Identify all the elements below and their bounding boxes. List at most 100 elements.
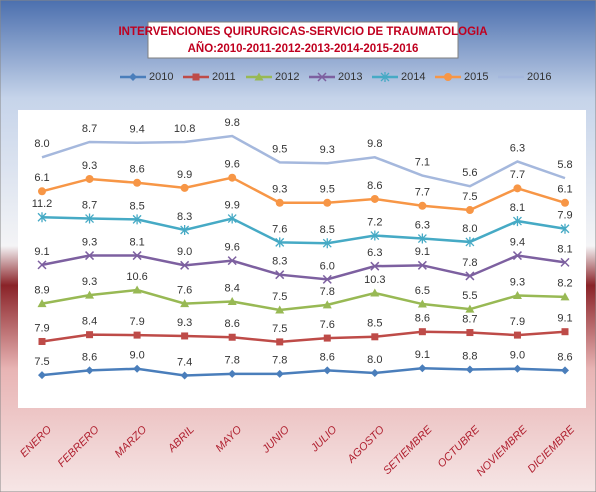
data-label: 8.1 xyxy=(557,243,572,255)
data-label: 8.5 xyxy=(129,200,144,212)
data-label: 7.9 xyxy=(129,316,144,328)
data-point xyxy=(180,260,190,270)
data-label: 8.4 xyxy=(82,316,97,328)
data-point xyxy=(228,369,237,378)
data-label: 9.9 xyxy=(177,169,192,181)
series-line xyxy=(41,254,566,281)
data-label: 9.0 xyxy=(177,246,192,258)
data-point xyxy=(275,270,285,280)
data-label: 9.3 xyxy=(272,184,287,196)
legend-label: 2012 xyxy=(275,71,299,83)
data-label: 9.3 xyxy=(177,317,192,329)
data-label: 7.8 xyxy=(272,355,287,367)
data-point xyxy=(85,290,95,299)
series-line xyxy=(41,134,566,188)
data-point xyxy=(418,364,427,373)
data-label: 6.3 xyxy=(367,247,382,259)
data-point xyxy=(561,198,569,207)
data-point xyxy=(276,338,284,346)
data-label: 9.1 xyxy=(415,349,430,361)
data-point xyxy=(465,206,474,215)
data-label: 9.3 xyxy=(82,160,97,172)
data-point xyxy=(133,364,142,373)
data-point xyxy=(275,305,285,314)
data-label: 6.5 xyxy=(415,285,430,297)
data-point xyxy=(323,366,332,375)
data-label: 7.9 xyxy=(510,316,525,328)
data-label: 9.5 xyxy=(320,184,335,196)
data-label: 7.4 xyxy=(177,356,192,368)
data-label: 7.1 xyxy=(415,156,430,168)
data-label: 8.8 xyxy=(462,350,477,362)
data-label: 7.5 xyxy=(272,291,287,303)
data-point xyxy=(418,328,426,336)
data-label: 7.9 xyxy=(34,322,49,334)
data-label: 9.0 xyxy=(129,350,144,362)
data-label: 7.6 xyxy=(177,285,192,297)
data-point xyxy=(132,214,142,225)
data-point xyxy=(418,201,427,210)
data-label: 9.0 xyxy=(510,350,525,362)
data-point xyxy=(466,329,474,337)
data-label: 8.0 xyxy=(462,223,477,235)
data-label: 7.8 xyxy=(462,257,477,269)
data-label: 8.6 xyxy=(82,351,97,363)
data-point xyxy=(133,178,142,187)
data-point xyxy=(465,271,475,281)
data-label: 6.1 xyxy=(34,172,49,184)
data-point xyxy=(370,194,379,203)
data-point xyxy=(417,299,427,308)
data-label: 11.2 xyxy=(32,198,53,210)
data-label: 10.8 xyxy=(174,123,195,135)
data-point xyxy=(85,366,94,375)
data-label: 9.3 xyxy=(82,236,97,248)
data-label: 7.7 xyxy=(510,169,525,181)
data-label: 7.7 xyxy=(415,187,430,199)
legend-marker xyxy=(317,72,327,82)
data-point xyxy=(38,371,46,380)
data-point xyxy=(512,216,522,227)
legend-marker xyxy=(129,73,137,81)
data-point xyxy=(370,230,380,241)
data-label: 8.1 xyxy=(129,236,144,248)
data-label: 8.6 xyxy=(367,180,382,192)
data-label: 6.1 xyxy=(557,184,572,196)
data-point xyxy=(86,331,94,339)
legend-marker xyxy=(380,72,390,82)
data-label: 6.3 xyxy=(415,219,430,231)
data-label: 6.0 xyxy=(320,260,335,272)
data-label: 8.7 xyxy=(462,313,477,325)
data-point xyxy=(512,251,522,261)
chart-title: INTERVENCIONES QUIRURGICAS-SERVICIO DE T… xyxy=(118,26,487,38)
data-point xyxy=(370,261,380,271)
data-label: 8.9 xyxy=(34,285,49,297)
data-label: 9.1 xyxy=(415,246,430,258)
data-label: 9.6 xyxy=(225,159,240,171)
data-point xyxy=(560,223,570,234)
title-box xyxy=(147,21,459,59)
data-point xyxy=(465,304,475,313)
legend-label: 2014 xyxy=(401,71,425,83)
data-label: 5.8 xyxy=(557,159,572,171)
series-line xyxy=(41,216,566,245)
data-point xyxy=(371,333,379,341)
data-label: 5.5 xyxy=(462,290,477,302)
legend-marker xyxy=(192,73,200,81)
data-point xyxy=(370,288,380,297)
data-label: 10.3 xyxy=(364,274,385,286)
data-point xyxy=(275,369,284,378)
data-point xyxy=(181,332,189,340)
data-label: 5.6 xyxy=(462,167,477,179)
data-label: 9.4 xyxy=(129,124,144,136)
data-label: 7.5 xyxy=(272,323,287,335)
data-label: 8.6 xyxy=(557,351,572,363)
plot-area xyxy=(18,110,586,408)
data-point xyxy=(560,257,570,267)
data-point xyxy=(37,299,47,308)
data-label: 9.3 xyxy=(320,144,335,156)
data-point xyxy=(465,236,475,247)
data-point xyxy=(85,251,95,261)
data-point xyxy=(180,225,190,236)
series-line xyxy=(41,367,566,377)
data-label: 6.3 xyxy=(510,142,525,154)
